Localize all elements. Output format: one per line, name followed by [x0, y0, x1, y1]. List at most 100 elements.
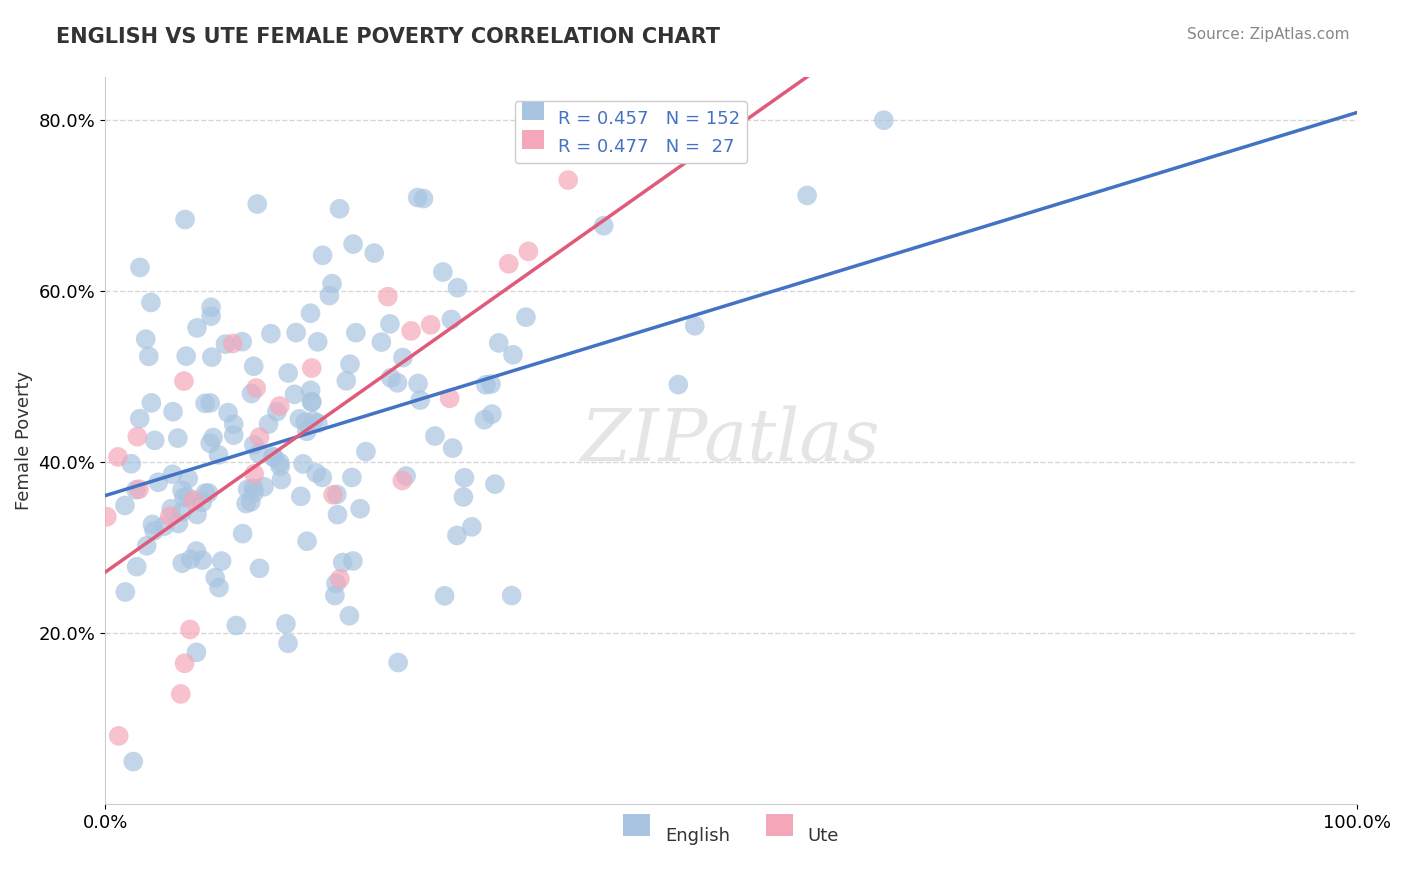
Point — [354, 444, 377, 458]
Point — [222, 417, 245, 432]
Point — [235, 497, 257, 511]
Point — [141, 517, 163, 532]
Point — [515, 310, 537, 325]
Point — [262, 450, 284, 464]
Point — [177, 472, 200, 486]
Point — [186, 544, 208, 558]
Point — [159, 509, 181, 524]
Point — [409, 393, 432, 408]
Point — [342, 237, 364, 252]
Point — [129, 260, 152, 275]
Point — [329, 202, 352, 216]
Point — [242, 481, 264, 495]
Point — [288, 412, 311, 426]
Point — [173, 374, 195, 388]
Point — [231, 334, 253, 349]
Point — [873, 113, 896, 128]
Point — [179, 623, 201, 637]
Point — [170, 483, 193, 498]
Point — [557, 173, 579, 187]
Point — [501, 589, 523, 603]
Point — [269, 459, 291, 474]
Point — [307, 334, 329, 349]
Point — [239, 495, 262, 509]
Text: Source: ZipAtlas.com: Source: ZipAtlas.com — [1187, 27, 1350, 42]
Point — [160, 501, 183, 516]
Point — [391, 474, 413, 488]
Point — [440, 312, 463, 326]
Point — [474, 413, 496, 427]
Point — [484, 477, 506, 491]
Point — [302, 414, 325, 428]
Point — [283, 387, 305, 401]
Point — [479, 377, 502, 392]
Point — [198, 436, 221, 450]
Point — [107, 450, 129, 464]
Point — [326, 487, 349, 501]
Point — [214, 337, 236, 351]
Point — [392, 351, 415, 365]
Point — [127, 430, 149, 444]
Point — [344, 326, 367, 340]
Point — [198, 396, 221, 410]
Point — [399, 324, 422, 338]
Point — [683, 318, 706, 333]
Point — [211, 554, 233, 568]
Point — [139, 295, 162, 310]
Point — [177, 491, 200, 505]
Point — [311, 248, 333, 262]
Point — [122, 755, 145, 769]
Point — [406, 190, 429, 204]
Point — [96, 509, 118, 524]
Point — [125, 559, 148, 574]
Point — [349, 501, 371, 516]
Point — [301, 361, 323, 376]
Point — [135, 539, 157, 553]
Point — [174, 212, 197, 227]
Point — [301, 395, 323, 409]
Point — [204, 571, 226, 585]
Point — [342, 554, 364, 568]
Point — [285, 326, 308, 340]
Point — [269, 399, 291, 413]
Point — [318, 288, 340, 302]
Point — [207, 448, 229, 462]
Point — [186, 321, 208, 335]
Point — [666, 377, 689, 392]
Point — [249, 561, 271, 575]
Point — [270, 473, 292, 487]
Point — [307, 416, 329, 430]
Point — [174, 349, 197, 363]
Point — [387, 376, 409, 390]
Point — [173, 657, 195, 671]
Point — [194, 486, 217, 500]
Point — [406, 376, 429, 391]
Point — [423, 429, 446, 443]
Point — [222, 336, 245, 351]
Point — [277, 636, 299, 650]
Point — [247, 446, 270, 460]
Point — [191, 495, 214, 509]
Point — [387, 656, 409, 670]
Point — [186, 645, 208, 659]
Point — [200, 300, 222, 314]
Point — [295, 425, 318, 439]
Point — [253, 480, 276, 494]
Point — [274, 616, 297, 631]
Point — [173, 490, 195, 504]
Point — [339, 608, 361, 623]
Point — [120, 457, 142, 471]
Point — [412, 192, 434, 206]
Point — [243, 438, 266, 452]
Point — [335, 374, 357, 388]
Point — [128, 411, 150, 425]
Point — [326, 508, 349, 522]
Point — [202, 431, 225, 445]
Point — [162, 405, 184, 419]
Point — [290, 489, 312, 503]
Text: ENGLISH VS UTE FEMALE POVERTY CORRELATION CHART: ENGLISH VS UTE FEMALE POVERTY CORRELATIO… — [56, 27, 720, 46]
Point — [321, 277, 343, 291]
Point — [294, 415, 316, 429]
Point — [125, 483, 148, 497]
Point — [243, 485, 266, 500]
